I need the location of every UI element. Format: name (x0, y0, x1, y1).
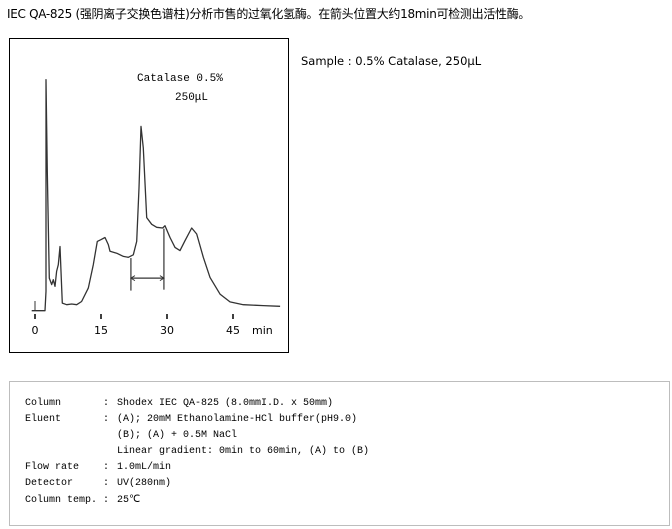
colon: : (103, 495, 110, 506)
condition-row: Detector: UV(280nm) (25, 478, 171, 489)
condition-row: (B); (A) + 0.5M NaCl (25, 430, 237, 441)
x-axis-label: min (252, 324, 273, 337)
chromatogram-trace (31, 79, 281, 312)
sample-description: Sample : 0.5% Catalase, 250μL (301, 54, 482, 68)
condition-value: Shodex IEC QA-825 (8.0mmI.D. x 50mm) (117, 398, 334, 409)
condition-label: Eluent (25, 414, 62, 425)
condition-value: 25℃ (117, 495, 141, 506)
condition-row: Column temp.:25℃ (25, 494, 140, 506)
colon: : (103, 414, 110, 425)
colon: : (103, 462, 110, 473)
condition-row: Linear gradient: 0min to 60min, (A) to (… (25, 446, 369, 457)
condition-label: Detector (25, 478, 74, 489)
x-tick-label: 15 (94, 324, 108, 337)
page-title: IEC QA-825 (强阴离子交换色谱柱)分析市售的过氧化氢酶。在箭头位置大约… (7, 7, 531, 21)
arrowhead-left (129, 275, 136, 282)
colon: : (103, 478, 110, 489)
condition-label: Flow rate (25, 462, 80, 473)
arrowhead-right (159, 275, 165, 282)
condition-value: Linear gradient: 0min to 60min, (A) to (… (117, 446, 370, 457)
condition-value: (B); (A) + 0.5M NaCl (117, 430, 238, 441)
condition-label: Column (25, 398, 62, 409)
annotation-sample-name: Catalase 0.5% (137, 73, 223, 85)
condition-row: Flow rate:1.0mL/min (25, 462, 171, 473)
x-tick-label: 45 (226, 324, 240, 337)
chromatogram-frame (9, 38, 289, 353)
condition-label: Column temp. (25, 495, 98, 506)
condition-value: (A); 20mM Ethanolamine-HCl buffer(pH9.0) (117, 414, 358, 425)
conditions-panel (9, 381, 670, 526)
colon: : (103, 398, 110, 409)
chromatogram: Catalase 0.5% 250μL 0 15 30 45 min (31, 73, 281, 337)
annotation-volume: 250μL (175, 92, 208, 104)
condition-row: Column: Shodex IEC QA-825 (8.0mmI.D. x 50… (25, 398, 333, 409)
x-tick-label: 0 (32, 324, 39, 337)
condition-value: 1.0mL/min (117, 462, 172, 473)
condition-row: Eluent: (A); 20mM Ethanolamine-HCl buffer… (25, 414, 357, 425)
condition-value: UV(280nm) (117, 478, 172, 489)
x-tick-label: 30 (160, 324, 174, 337)
